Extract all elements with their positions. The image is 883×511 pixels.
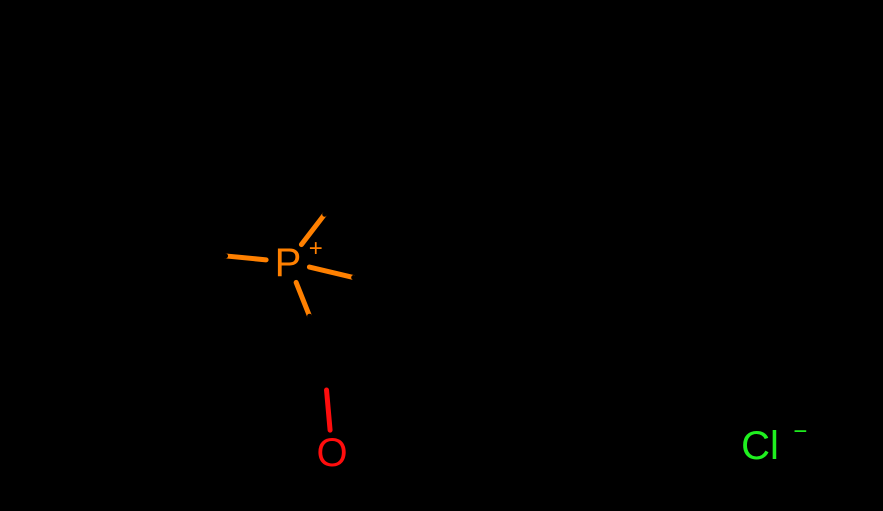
- bond: [327, 390, 331, 430]
- hydrogen-text: H: [349, 431, 378, 475]
- O-label: OH: [316, 431, 377, 475]
- P-text: P: [275, 241, 302, 285]
- charge-superscript: +: [309, 235, 323, 262]
- Cl-text: Cl: [741, 424, 779, 468]
- charge-superscript: −: [793, 418, 807, 445]
- bond: [323, 350, 327, 390]
- molecule-canvas: P + OH Cl−: [0, 0, 883, 511]
- oxygen-text: O: [316, 431, 347, 475]
